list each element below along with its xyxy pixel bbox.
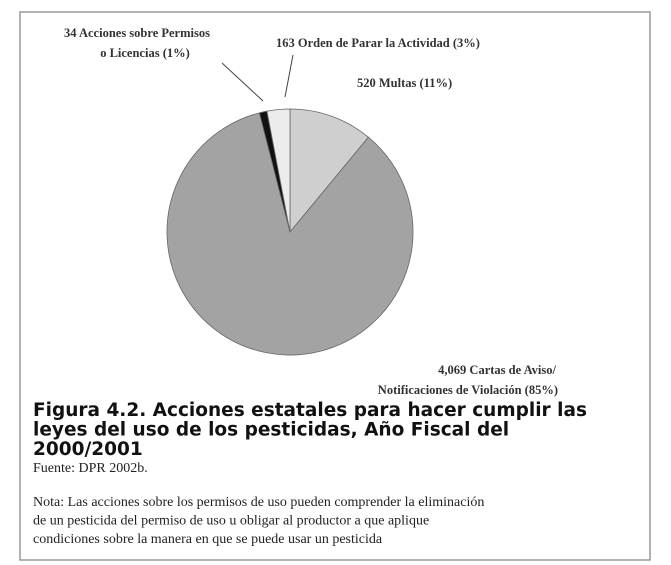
slice-label: Notificaciones de Violación (85%)	[378, 383, 558, 397]
figure-title: leyes del uso de los pesticidas, Año Fis…	[33, 420, 509, 441]
pie-slice	[266, 108, 291, 233]
note: Nota: Las acciones sobre los permisos de…	[33, 495, 484, 510]
slice-label: 34 Acciones sobre Permisos	[64, 26, 210, 40]
leader-line	[284, 54, 294, 98]
slice-label: o Licencias (1%)	[100, 46, 190, 60]
source: Fuente: DPR 2002b.	[33, 461, 148, 476]
figure-title: 2000/2001	[33, 439, 143, 460]
pie-slice	[289, 108, 369, 234]
note: de un pesticida del permiso de uso u obl…	[33, 514, 429, 529]
slice-label: 4,069 Cartas de Aviso/	[438, 363, 556, 377]
pie-slice	[166, 112, 414, 356]
figure-title: Figura 4.2. Acciones estatales para hace…	[33, 400, 587, 421]
slice-label: 520 Multas (11%)	[357, 76, 452, 90]
note: condiciones sobre la manera en que se pu…	[33, 532, 383, 547]
leader-line	[221, 62, 264, 102]
frame	[19, 11, 651, 561]
slice-label: 163 Orden de Parar la Actividad (3%)	[276, 36, 480, 50]
